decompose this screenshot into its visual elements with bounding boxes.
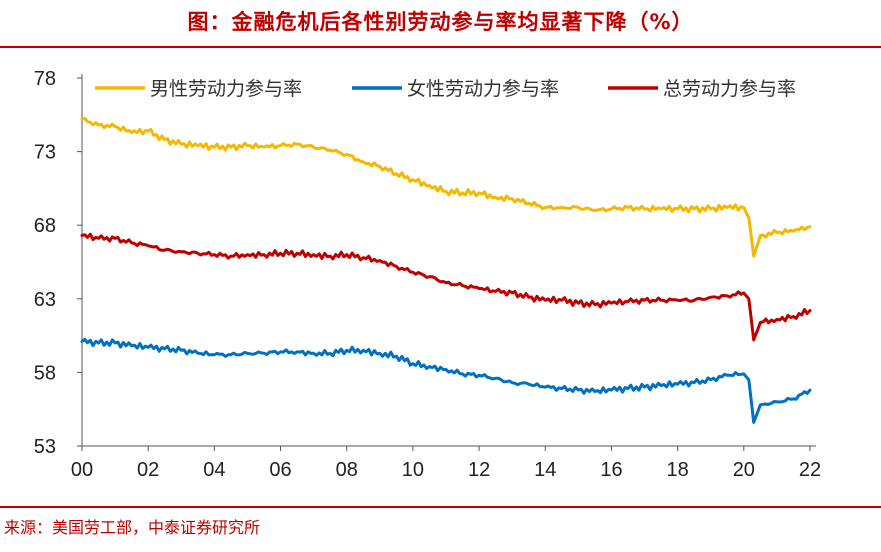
legend-label-3: 总劳动力参与率 [663,78,796,100]
chart-legend: 男性劳动力参与率 女性劳动力参与率 总劳动力参与率 [95,78,796,100]
series-line-2 [80,337,812,424]
legend-label-1: 男性劳动力参与率 [150,78,302,100]
series-line-1 [80,116,812,258]
line-chart: 53 58 63 68 73 78 00 02 04 06 08 10 12 14 16 18 20 22 男性劳… [34,68,821,481]
x-tick-label: 10 [402,459,424,481]
chart-series-group [80,116,812,424]
x-tick-label: 22 [799,459,821,481]
chart-title: 图：金融危机后各性别劳动参与率均显著下降（%） [187,10,694,34]
title-divider [0,46,881,48]
y-tick-label: 53 [34,436,56,458]
y-tick-label: 68 [34,215,56,237]
x-tick-label: 08 [336,459,358,481]
y-tick-label: 73 [34,142,56,164]
x-tick-label: 12 [468,459,490,481]
x-tick-label: 00 [71,459,93,481]
series-line-3 [80,232,812,342]
chart-axes: 53 58 63 68 73 78 00 02 04 06 08 10 12 14 16 18 20 22 [34,68,821,481]
x-tick-label: 04 [203,459,225,481]
y-tick-label: 58 [34,362,56,384]
legend-label-2: 女性劳动力参与率 [407,78,559,100]
x-tick-label: 06 [269,459,291,481]
y-tick-label: 78 [34,68,56,90]
source-note: 来源：美国劳工部，中泰证券研究所 [4,518,261,537]
x-tick-label: 18 [667,459,689,481]
x-tick-label: 14 [534,459,556,481]
x-tick-label: 20 [733,459,755,481]
y-tick-label: 63 [34,289,56,311]
x-tick-label: 02 [137,459,159,481]
footer-divider [0,506,881,508]
x-tick-label: 16 [600,459,622,481]
